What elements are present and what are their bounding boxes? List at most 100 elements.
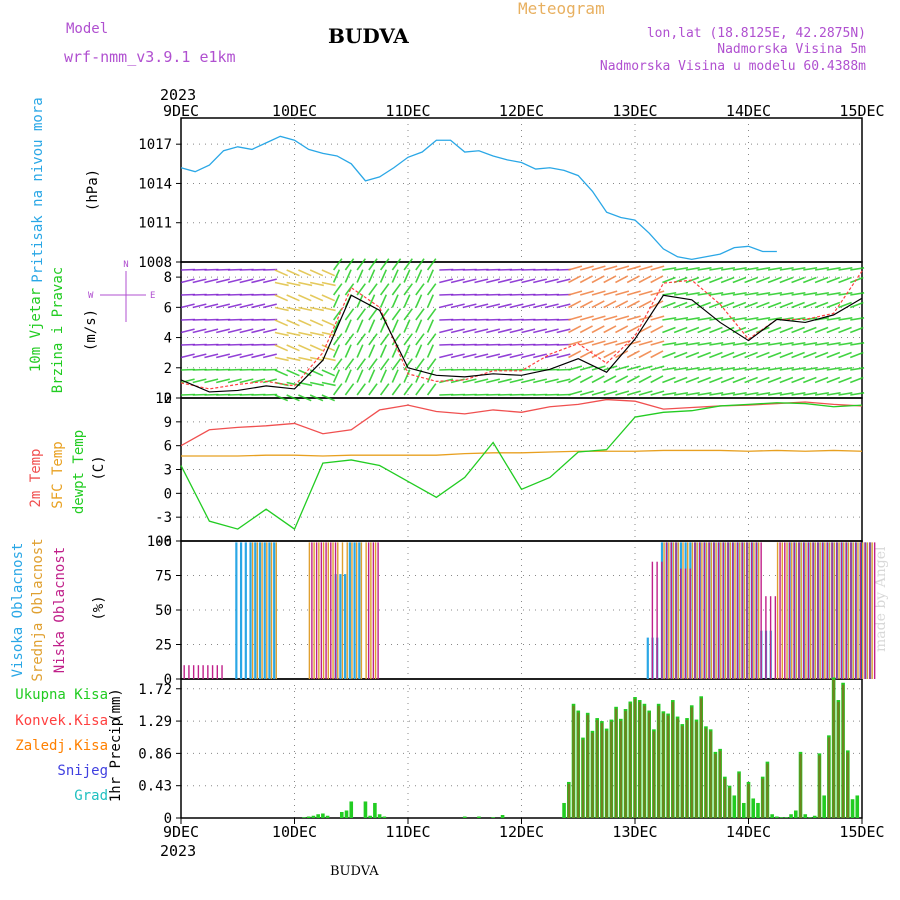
cloud-low-bar — [315, 542, 318, 679]
wind-barb — [638, 325, 652, 334]
y-tick-label: 100 — [147, 534, 172, 550]
wind-barb — [803, 351, 817, 359]
wind-barb — [791, 326, 805, 334]
wind-barb — [803, 292, 818, 296]
wind-barb — [544, 328, 559, 334]
wind-barb — [415, 308, 425, 321]
cloud-mid-bar — [748, 542, 750, 679]
wind-barb — [533, 378, 548, 384]
wind-barb — [662, 367, 677, 371]
cloud-mid-bar — [776, 542, 779, 679]
precip-total-bar — [855, 795, 860, 818]
cloud-mid-bar — [715, 542, 717, 679]
precip-conv-bar — [666, 715, 670, 818]
wind-barb — [615, 275, 629, 284]
wind-barb — [756, 351, 770, 359]
cloud-mid-bar — [743, 542, 746, 679]
wind-barb — [309, 269, 324, 277]
wind-barb — [638, 350, 652, 359]
wind-barb — [838, 326, 852, 334]
wind-barb — [744, 301, 758, 309]
cloud-low-bar — [694, 542, 696, 679]
wind-barb — [439, 278, 454, 284]
wind-barb — [685, 292, 700, 296]
wind-barb — [216, 278, 231, 284]
wind-barb — [685, 267, 700, 271]
precip-total-bar — [741, 802, 746, 818]
wind-barb — [826, 326, 841, 334]
y-tick-label: 1008 — [138, 255, 172, 271]
precip-total-bar — [462, 816, 467, 818]
precip-conv-bar — [633, 699, 637, 818]
wind-barb — [685, 342, 700, 346]
wind-barb — [650, 325, 664, 334]
wind-barb — [521, 328, 536, 334]
wind-barb — [849, 301, 864, 309]
wind-barb — [368, 319, 376, 333]
wind-barb — [744, 326, 758, 334]
bottom-xtick-label: 14DEC — [726, 823, 771, 841]
wind-barb — [674, 292, 689, 296]
precip-conv-bar — [747, 783, 750, 818]
cloud-high-bar — [339, 574, 342, 679]
cloud-low-bar — [665, 542, 668, 679]
wind-barb — [568, 365, 583, 371]
wind-barb — [262, 328, 277, 334]
cloud-mid-bar — [710, 542, 713, 679]
temp-ylabel2: SFC Temp — [50, 441, 66, 508]
wind-barb — [838, 376, 852, 384]
wind-barb — [274, 369, 289, 377]
y-tick-label: 0 — [164, 486, 172, 502]
cloud-low-bar — [727, 542, 729, 679]
wind-barb — [344, 269, 352, 283]
wind-barb — [368, 283, 378, 296]
precip-total-bar — [382, 816, 387, 818]
wind-barb — [379, 294, 388, 308]
y-tick-label: 4 — [164, 331, 172, 347]
wind-barb — [403, 369, 411, 383]
wind-barb — [720, 301, 735, 309]
wind-barb — [650, 300, 664, 309]
wind-barb — [591, 265, 606, 271]
wind-barb — [720, 342, 736, 346]
wind-barb — [709, 342, 724, 346]
wind-barb — [591, 350, 605, 359]
wind-barb — [556, 278, 571, 284]
cloud-low-bar — [760, 542, 762, 679]
wind-barb — [391, 294, 399, 308]
wind-barb — [368, 269, 376, 283]
wind-barb — [344, 358, 355, 371]
wind-barb — [779, 376, 794, 384]
wind-barb — [332, 369, 341, 383]
wind-barb — [756, 301, 770, 309]
wind-barb — [767, 276, 782, 284]
wind-barb — [204, 303, 219, 309]
precip-conv-bar — [581, 739, 585, 818]
wind-barb — [533, 303, 548, 309]
wind-barb — [497, 353, 512, 359]
cloud-low-bar — [197, 665, 200, 679]
wind-barb — [286, 281, 301, 287]
model-elevation-label: Nadmorska Visina u modelu 60.4388m — [600, 59, 866, 74]
wind-barb — [274, 269, 289, 277]
precip-total-bar — [306, 816, 311, 818]
wind-barb — [204, 328, 219, 334]
bottom-xtick-label: 11DEC — [385, 823, 430, 841]
wind-barb — [697, 367, 712, 371]
wind-barb — [826, 367, 841, 371]
top-xtick-label: 13DEC — [612, 102, 657, 120]
wind-barb — [274, 294, 289, 302]
wind-barb — [356, 308, 366, 321]
wind-barb — [814, 267, 829, 271]
wind-barb — [180, 278, 195, 284]
wind-barb — [579, 375, 593, 384]
wind-barb — [286, 294, 300, 302]
wind-barb — [204, 378, 219, 384]
wind-barb — [298, 294, 312, 302]
wind-barb — [415, 269, 423, 283]
wind-barb — [216, 353, 231, 359]
precip-conv-bar — [700, 698, 703, 818]
wind-barb — [626, 325, 640, 334]
cloud-mid-bar — [729, 542, 731, 679]
wind-barb — [709, 392, 724, 396]
